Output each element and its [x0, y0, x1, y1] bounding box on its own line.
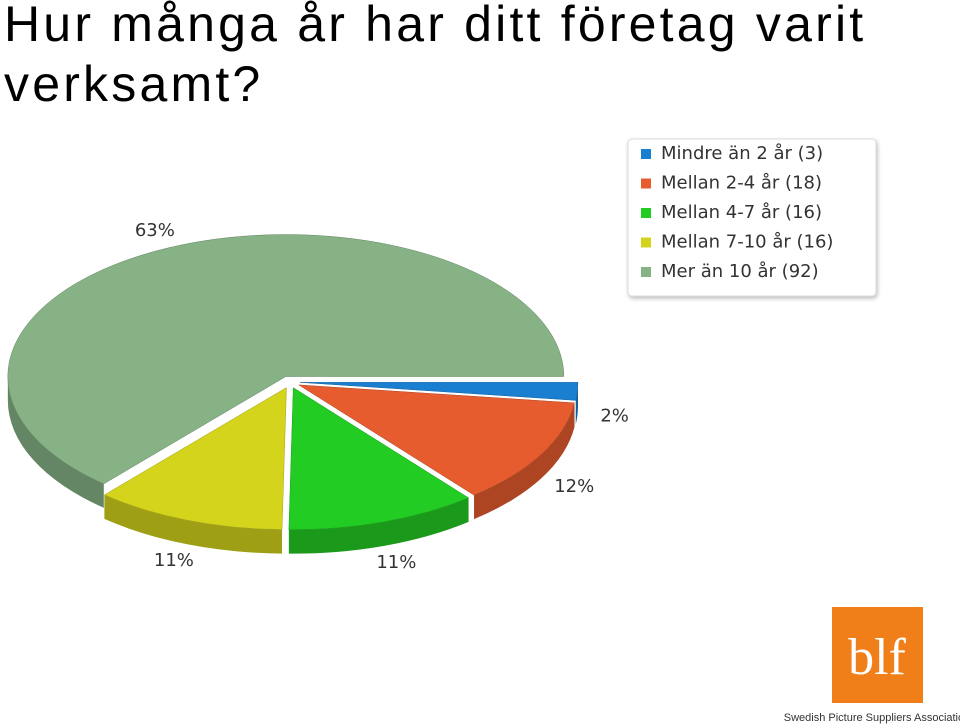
slide-title: Hur många år har ditt företag varit verk…: [4, 0, 867, 112]
logo-box: [832, 607, 923, 703]
slice: [103, 387, 287, 530]
slice-side: [474, 402, 575, 520]
legend-label: Mellan 7-10 år (16): [661, 232, 833, 253]
legend-box: [627, 138, 877, 297]
slice: [288, 387, 470, 530]
slice-side: [7, 376, 104, 508]
value-label: 11%: [376, 552, 416, 573]
slice: [299, 382, 579, 401]
legend-label: Mindre än 2 år (3): [661, 143, 823, 164]
legend-swatch: [641, 208, 651, 218]
value-label: 12%: [554, 476, 594, 497]
value-label: 63%: [135, 220, 175, 241]
legend-label: Mellan 4-7 år (16): [661, 202, 822, 223]
slice: [298, 384, 575, 496]
value-label: 11%: [154, 550, 194, 571]
slice-side: [288, 497, 469, 554]
legend-label: Mer än 10 år (92): [661, 261, 819, 282]
legend-swatch: [641, 149, 651, 159]
legend-swatch: [641, 267, 651, 277]
logo-text: blf: [848, 629, 906, 686]
legend-swatch: [641, 178, 651, 189]
legend-label: Mellan 2-4 år (18): [661, 173, 822, 194]
logo-caption: Swedish Picture Suppliers Association: [784, 712, 960, 724]
slice-side: [104, 494, 283, 554]
legend-swatch: [641, 237, 651, 248]
value-label: 2%: [600, 406, 629, 427]
slice: [7, 234, 565, 485]
